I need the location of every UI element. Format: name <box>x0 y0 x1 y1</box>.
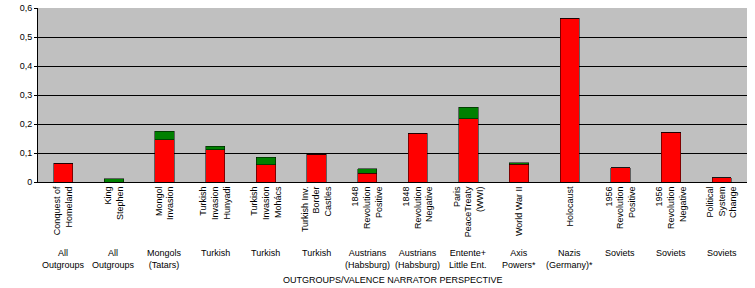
svg-text:1956RevolutionPositive: 1956RevolutionPositive <box>604 187 637 230</box>
svg-text:1848RevolutionPositive: 1848RevolutionPositive <box>350 187 383 230</box>
svg-text:Turkish: Turkish <box>201 248 230 258</box>
svg-text:0: 0 <box>27 177 32 187</box>
svg-text:Soviets: Soviets <box>656 248 686 258</box>
svg-text:0,4: 0,4 <box>20 61 33 71</box>
svg-text:PoliticalSystemChange: PoliticalSystemChange <box>705 187 738 219</box>
svg-text:Entente+Little Ent.: Entente+Little Ent. <box>449 248 487 270</box>
svg-text:Turkish Inv.BorderCastles: Turkish Inv.BorderCastles <box>300 186 333 232</box>
svg-text:AxisPowers*: AxisPowers* <box>502 248 536 270</box>
svg-text:ParisPeaceTreaty(WWI): ParisPeaceTreaty(WWI) <box>452 186 485 237</box>
svg-text:World War II: World War II <box>514 187 524 237</box>
svg-text:0,6: 0,6 <box>20 3 33 13</box>
svg-text:Holocaust: Holocaust <box>565 186 575 227</box>
svg-text:Conquest ofHomeland: Conquest ofHomeland <box>52 186 74 235</box>
svg-text:Nazis(Germany)*: Nazis(Germany)* <box>546 248 593 270</box>
svg-text:1848RevolutionNegative: 1848RevolutionNegative <box>401 187 434 230</box>
svg-text:Austrians(Habsburg): Austrians(Habsburg) <box>395 248 440 270</box>
svg-text:0,5: 0,5 <box>20 32 33 42</box>
svg-text:MongolInvasion: MongolInvasion <box>154 187 176 221</box>
svg-text:AllOutgroups: AllOutgroups <box>42 248 85 270</box>
svg-text:Mongols(Tatars): Mongols(Tatars) <box>147 248 182 270</box>
svg-text:0,1: 0,1 <box>20 148 33 158</box>
svg-text:KingStephen: KingStephen <box>103 187 125 221</box>
svg-text:TurkishInvasionHunyadi: TurkishInvasionHunyadi <box>198 187 231 221</box>
svg-text:AllOutgroups: AllOutgroups <box>92 248 135 270</box>
svg-text:Turkish: Turkish <box>251 248 280 258</box>
svg-text:0,3: 0,3 <box>20 90 33 100</box>
svg-text:0,2: 0,2 <box>20 119 33 129</box>
svg-text:OUTGROUPS/VALENCE NARRATOR PER: OUTGROUPS/VALENCE NARRATOR PERSPECTIVE <box>283 275 503 285</box>
svg-text:Soviets: Soviets <box>707 248 737 258</box>
svg-text:TurkishInvasionMohács: TurkishInvasionMohács <box>249 186 282 220</box>
svg-text:1956RevolutionNegative: 1956RevolutionNegative <box>654 187 687 230</box>
svg-text:Turkish: Turkish <box>302 248 331 258</box>
svg-text:Austrians(Habsburg): Austrians(Habsburg) <box>345 248 390 270</box>
svg-text:Soviets: Soviets <box>605 248 635 258</box>
